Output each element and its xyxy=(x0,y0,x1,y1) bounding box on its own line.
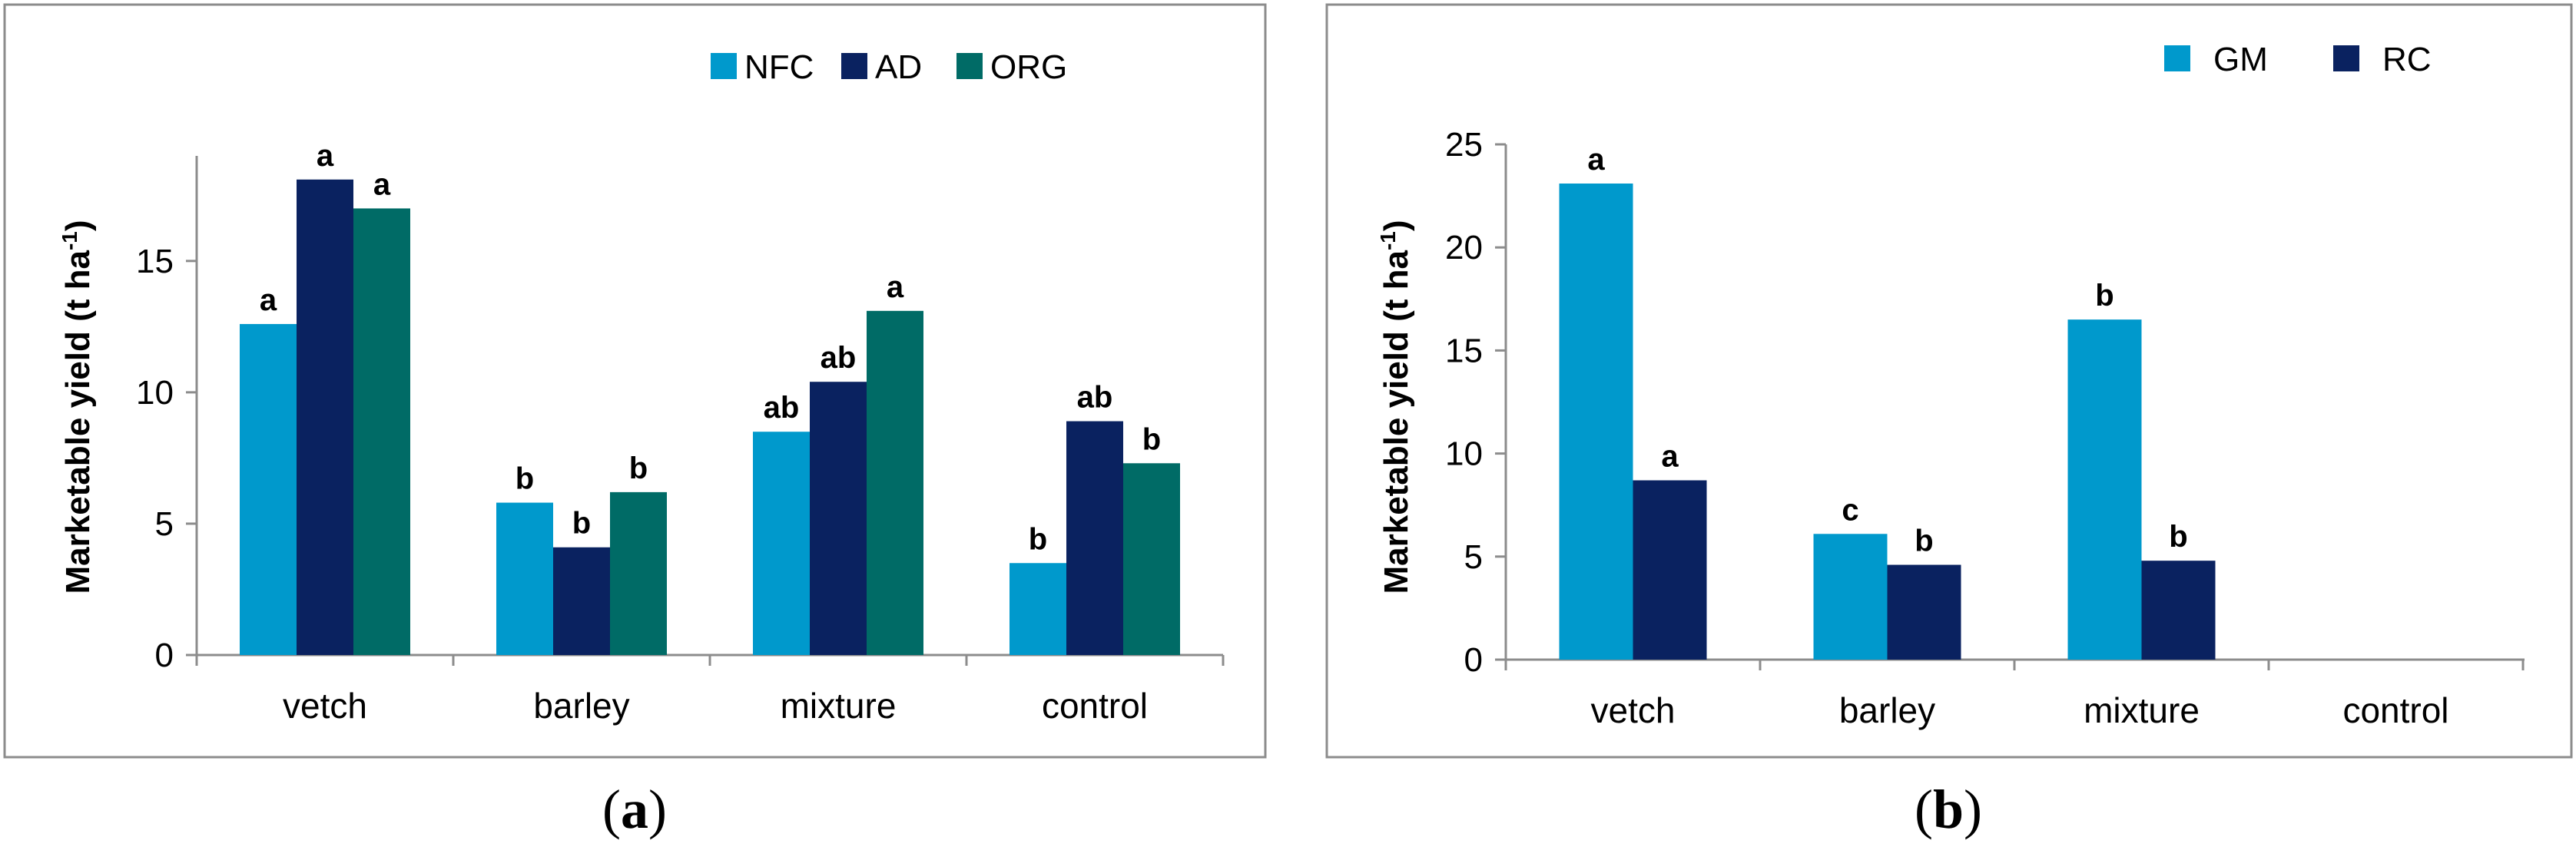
legend-swatch-nfc xyxy=(711,53,737,79)
y-tick-label: 10 xyxy=(1445,435,1483,473)
y-tick-label: 25 xyxy=(1445,126,1483,164)
panel-a-frame xyxy=(3,3,1267,759)
significance-letter: b xyxy=(2095,279,2114,313)
bar-nfc-barley xyxy=(496,502,553,655)
legend-label-gm: GM xyxy=(2213,41,2268,78)
panel-b-plot: 0 5 10 15 20 25 vetch barley mixture control a a c b b… xyxy=(1445,41,2525,730)
significance-letter: c xyxy=(1842,493,1858,527)
bar-ad-barley xyxy=(553,547,610,655)
legend-label-org: ORG xyxy=(990,48,1067,86)
panel-a-y-axis-title: Marketable yield (t ha-1) xyxy=(58,220,97,594)
bar-org-vetch xyxy=(353,208,410,656)
significance-letter: b xyxy=(572,507,591,541)
panel-a-label: (a) xyxy=(602,779,667,840)
x-category-label: mixture xyxy=(781,686,897,726)
y-tick-label: 15 xyxy=(136,243,174,280)
significance-letter: b xyxy=(516,462,534,496)
panel-b-label: (b) xyxy=(1915,779,1982,840)
significance-letter: a xyxy=(1587,143,1605,177)
y-tick-label: 5 xyxy=(1464,538,1483,576)
bar-rc-mixture xyxy=(2141,561,2216,660)
y-tick-label: 15 xyxy=(1445,332,1483,369)
x-category-label: mixture xyxy=(2084,690,2200,730)
bar-org-barley xyxy=(610,491,667,655)
significance-letter: a xyxy=(373,167,391,201)
x-category-label: vetch xyxy=(283,686,367,726)
significance-letter: ab xyxy=(1077,381,1113,415)
panel-b-frame xyxy=(1325,3,2573,759)
legend-label-ad: AD xyxy=(875,48,922,86)
legend-label-nfc: NFC xyxy=(744,48,814,86)
y-tick-label: 5 xyxy=(155,505,174,543)
bar-ad-vetch xyxy=(297,179,353,655)
bar-nfc-control xyxy=(1010,563,1066,655)
significance-letter: b xyxy=(1142,422,1161,456)
bar-gm-barley xyxy=(1813,534,1888,660)
bar-nfc-vetch xyxy=(240,323,297,655)
x-category-label: control xyxy=(2342,690,2448,730)
bar-nfc-mixture xyxy=(753,432,810,655)
legend-swatch-ad xyxy=(841,53,867,79)
bar-rc-vetch xyxy=(1633,480,1707,660)
bar-rc-barley xyxy=(1887,564,1961,660)
bar-ad-mixture xyxy=(810,382,867,655)
significance-letter: b xyxy=(2169,520,2187,554)
legend-swatch-rc xyxy=(2333,45,2359,71)
bar-ad-control xyxy=(1066,421,1123,655)
y-tick-label: 10 xyxy=(136,374,174,412)
significance-letter: ab xyxy=(764,391,800,425)
significance-letter: b xyxy=(1029,522,1047,556)
x-category-label: vetch xyxy=(1591,690,1676,730)
significance-letter: a xyxy=(887,270,904,304)
y-tick-label: 0 xyxy=(1464,641,1483,679)
significance-letter: a xyxy=(317,139,334,173)
bar-gm-vetch xyxy=(1559,183,1633,660)
significance-letter: a xyxy=(260,283,277,317)
x-category-label: barley xyxy=(1839,690,1935,730)
significance-letter: a xyxy=(1661,439,1679,473)
significance-letter: b xyxy=(1915,524,1933,558)
legend-swatch-org xyxy=(956,53,983,79)
y-tick-label: 0 xyxy=(155,637,174,674)
x-category-label: barley xyxy=(533,686,629,726)
y-tick-label: 20 xyxy=(1445,229,1483,266)
panel-b-y-axis-title: Marketable yield (t ha-1) xyxy=(1376,220,1415,594)
significance-letter: b xyxy=(629,452,648,485)
legend-label-rc: RC xyxy=(2382,41,2432,78)
significance-letter: ab xyxy=(821,341,857,375)
x-category-label: control xyxy=(1042,686,1148,726)
bar-gm-mixture xyxy=(2067,319,2142,660)
bar-org-control xyxy=(1123,463,1180,655)
bar-org-mixture xyxy=(867,310,923,655)
legend-swatch-gm xyxy=(2164,45,2190,71)
